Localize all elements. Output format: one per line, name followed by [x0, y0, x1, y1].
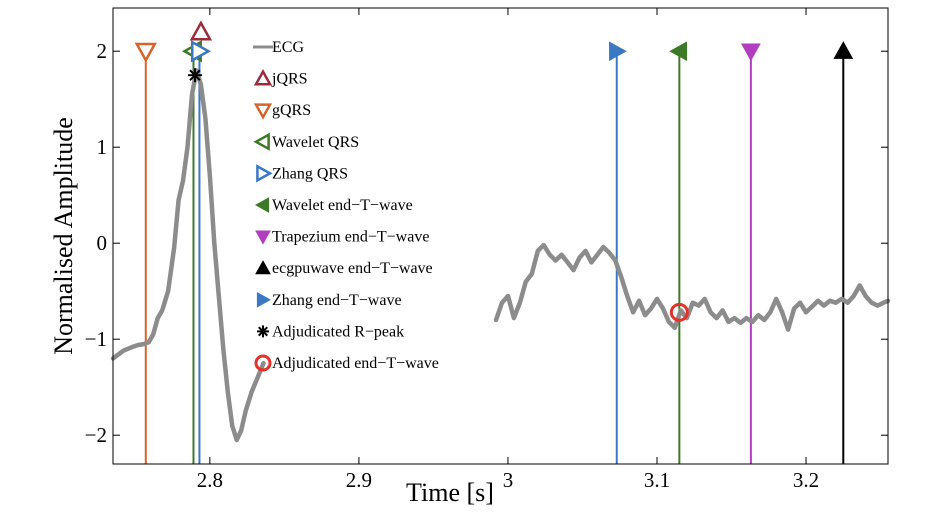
ecg-series-line: [493, 242, 891, 332]
wavelet-end-t-wave-marker: [669, 41, 688, 62]
legend-symbol-trapezium-end-t-wave: [255, 230, 271, 245]
ecgpuwave-end-t-wave-marker: [833, 41, 854, 59]
legend-label-ecgpuwave-end-t-wave: ecgpuwave end−T−wave: [272, 260, 433, 277]
axis-ticks: 2.8 2.9 3 3.1 3.2 −2 −1 0 1 2: [85, 8, 888, 492]
jqrs-marker: [189, 20, 213, 41]
adjudicated-end-t-wave-marker: [669, 302, 689, 322]
legend-symbol-zhang-qrs: [256, 164, 273, 183]
legend-label-wavelet-qrs: Wavelet QRS: [272, 134, 359, 151]
ecg-series-line: [110, 68, 266, 443]
zhang-end-t-wave-marker: [609, 41, 627, 62]
annotation-stems: [144, 51, 845, 464]
zhang-qrs-marker: [190, 40, 212, 63]
legend-label-jqrs: jQRS: [271, 71, 308, 88]
y-tick-label: 2: [97, 39, 108, 63]
legend-label-adjudicated-end-t-wave: Adjudicated end−T−wave: [272, 355, 439, 372]
y-tick-label: −1: [85, 327, 107, 351]
legend-symbol-zhang-end-t-wave: [256, 291, 272, 308]
x-tick-label: 3.1: [644, 468, 670, 492]
y-tick-label: 1: [97, 135, 108, 159]
legend-label-zhang-end-t-wave: Zhang end−T−wave: [272, 292, 402, 309]
x-axis-label: Time [s]: [406, 478, 494, 507]
legend-label-trapezium-end-t-wave: Trapezium end−T−wave: [272, 229, 429, 246]
legend-label-ecg: ECG: [272, 39, 304, 56]
legend-symbol-adjudicated-end-t-wave: [254, 354, 272, 372]
legend-symbol-adjudicated-r-peak: [257, 325, 269, 338]
y-axis-label: Normalised Amplitude: [49, 117, 78, 355]
x-tick-label: 3: [503, 468, 514, 492]
y-tick-label: −2: [85, 423, 107, 447]
x-tick-label: 3.2: [793, 468, 819, 492]
legend-label-wavelet-end-t-wave: Wavelet end−T−wave: [272, 197, 413, 214]
legend-label-adjudicated-r-peak: Adjudicated R−peak: [272, 323, 404, 340]
legend-label-gqrs: gQRS: [272, 102, 311, 119]
ecg-series: [110, 68, 891, 443]
legend-symbol-ecgpuwave-end-t-wave: [255, 260, 271, 275]
x-tick-label: 2.8: [197, 468, 223, 492]
gqrs-marker: [134, 42, 157, 63]
trapezium-end-t-wave-marker: [741, 43, 761, 62]
legend-label-zhang-qrs: Zhang QRS: [272, 165, 348, 182]
plot-frame: [112, 7, 889, 465]
legend-symbol-jqrs: [253, 69, 273, 86]
legend-symbol-wavelet-end-t-wave: [254, 197, 270, 213]
legend-symbol-gqrs: [253, 103, 273, 120]
annotation-markers: [134, 20, 854, 322]
y-tick-label: 0: [97, 231, 108, 255]
x-tick-label: 2.9: [346, 468, 372, 492]
legend: ECG jQRS gQRS Wavelet QRS Zhang QRS Wavelet e…: [253, 39, 439, 372]
legend-symbol-wavelet-qrs: [253, 132, 270, 151]
adjudicated-r-peak-marker: [187, 68, 202, 83]
